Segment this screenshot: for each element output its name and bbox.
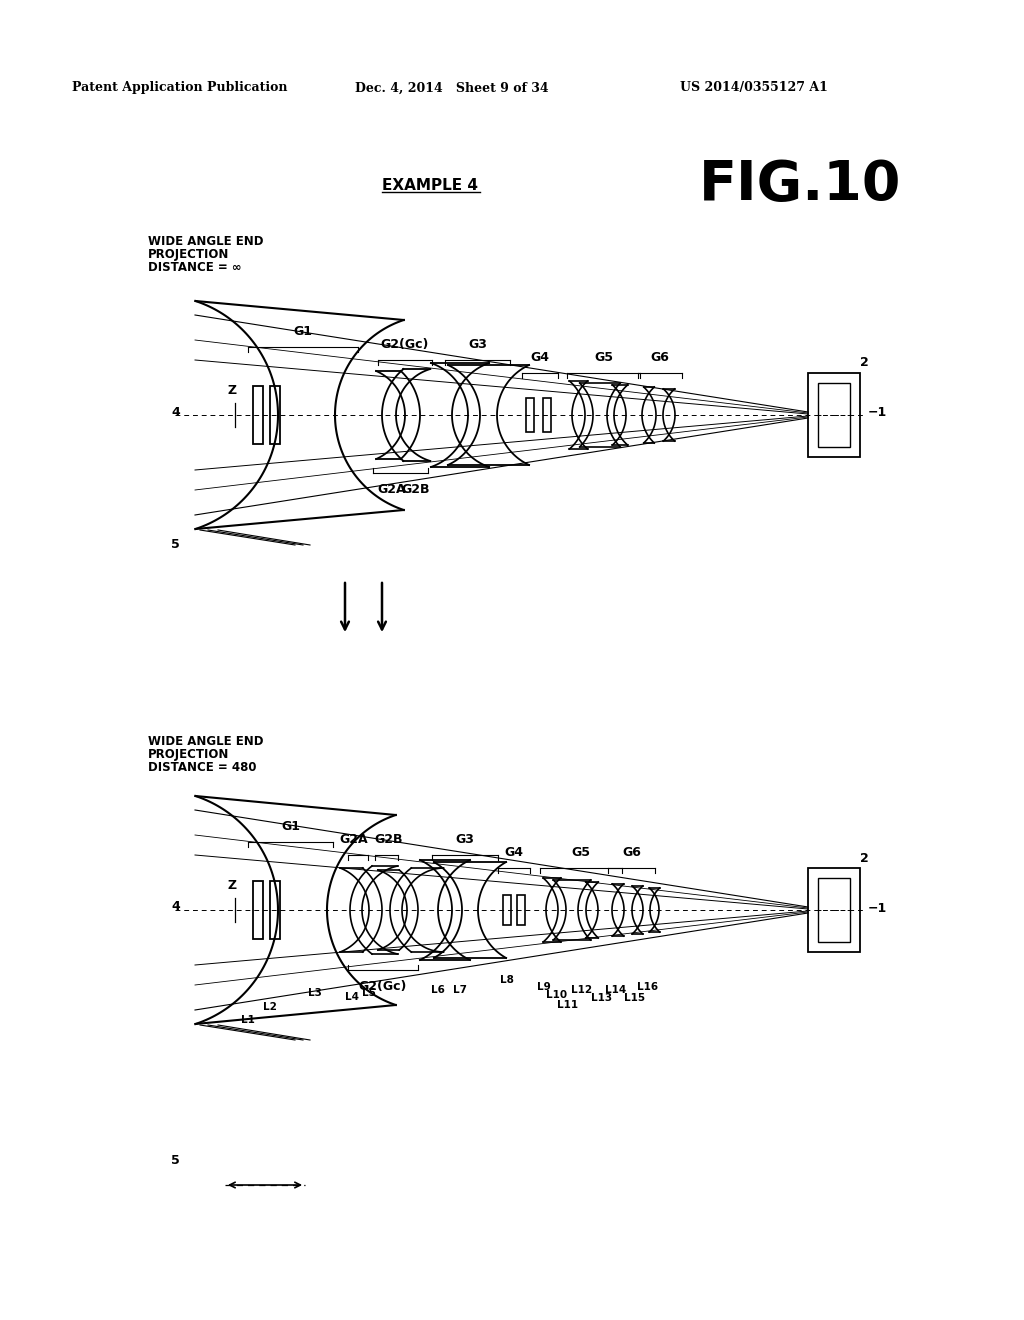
Text: L13: L13	[592, 993, 612, 1003]
Text: L8: L8	[500, 975, 514, 985]
Text: L3: L3	[308, 987, 322, 998]
Text: L4: L4	[345, 993, 359, 1002]
Text: G4: G4	[505, 846, 523, 859]
Text: Z: Z	[227, 879, 237, 892]
Bar	[808, 869, 860, 952]
Text: 4: 4	[171, 900, 180, 913]
Bar	[253, 385, 263, 444]
Text: L6: L6	[431, 985, 445, 995]
Text: US 2014/0355127 A1: US 2014/0355127 A1	[680, 82, 827, 95]
Text: L5: L5	[362, 987, 376, 998]
Bar	[270, 385, 280, 444]
Text: G6: G6	[622, 846, 641, 859]
Text: G2(Gc): G2(Gc)	[358, 979, 408, 993]
Text: 2: 2	[860, 851, 868, 865]
Text: G3: G3	[468, 338, 487, 351]
Text: L16: L16	[637, 982, 658, 993]
Text: DISTANCE = 480: DISTANCE = 480	[148, 762, 256, 774]
Text: 2: 2	[860, 356, 868, 370]
Text: PROJECTION: PROJECTION	[148, 248, 229, 261]
Bar	[818, 383, 850, 447]
Text: G1: G1	[294, 325, 312, 338]
Text: Z: Z	[227, 384, 237, 397]
Text: L7: L7	[453, 985, 467, 995]
Text: G4: G4	[530, 351, 550, 364]
Text: L10: L10	[547, 990, 567, 1001]
Text: L2: L2	[263, 1002, 276, 1012]
Text: 5: 5	[171, 1154, 180, 1167]
Text: L15: L15	[625, 993, 645, 1003]
Text: Dec. 4, 2014   Sheet 9 of 34: Dec. 4, 2014 Sheet 9 of 34	[355, 82, 549, 95]
Text: EXAMPLE 4: EXAMPLE 4	[382, 177, 478, 193]
Text: G5: G5	[594, 351, 613, 364]
Text: DISTANCE = ∞: DISTANCE = ∞	[148, 261, 242, 275]
Bar	[503, 895, 511, 925]
Text: −1: −1	[868, 407, 887, 420]
Text: −1: −1	[868, 902, 887, 915]
Text: G2B: G2B	[401, 483, 429, 496]
Bar	[818, 878, 850, 942]
Text: FIG.10: FIG.10	[698, 158, 901, 213]
Text: G6: G6	[650, 351, 670, 364]
Bar	[253, 880, 263, 939]
Bar	[270, 880, 280, 939]
Text: G1: G1	[281, 820, 300, 833]
Text: 5: 5	[171, 539, 180, 552]
Text: WIDE ANGLE END: WIDE ANGLE END	[148, 235, 263, 248]
Bar	[526, 399, 534, 432]
Text: L1: L1	[241, 1015, 255, 1026]
Text: G2A: G2A	[377, 483, 406, 496]
Bar	[808, 374, 860, 457]
Text: G5: G5	[571, 846, 591, 859]
Text: WIDE ANGLE END: WIDE ANGLE END	[148, 735, 263, 748]
Text: 4: 4	[171, 405, 180, 418]
Text: L11: L11	[557, 1001, 579, 1010]
Text: G2(Gc): G2(Gc)	[381, 338, 429, 351]
Text: L9: L9	[538, 982, 551, 993]
Text: Patent Application Publication: Patent Application Publication	[72, 82, 288, 95]
Bar	[517, 895, 525, 925]
Text: PROJECTION: PROJECTION	[148, 748, 229, 762]
Text: G2A: G2A	[340, 833, 369, 846]
Text: G2B: G2B	[374, 833, 402, 846]
Text: L14: L14	[605, 985, 627, 995]
Text: G3: G3	[456, 833, 474, 846]
Bar	[543, 399, 551, 432]
Text: L12: L12	[571, 985, 593, 995]
